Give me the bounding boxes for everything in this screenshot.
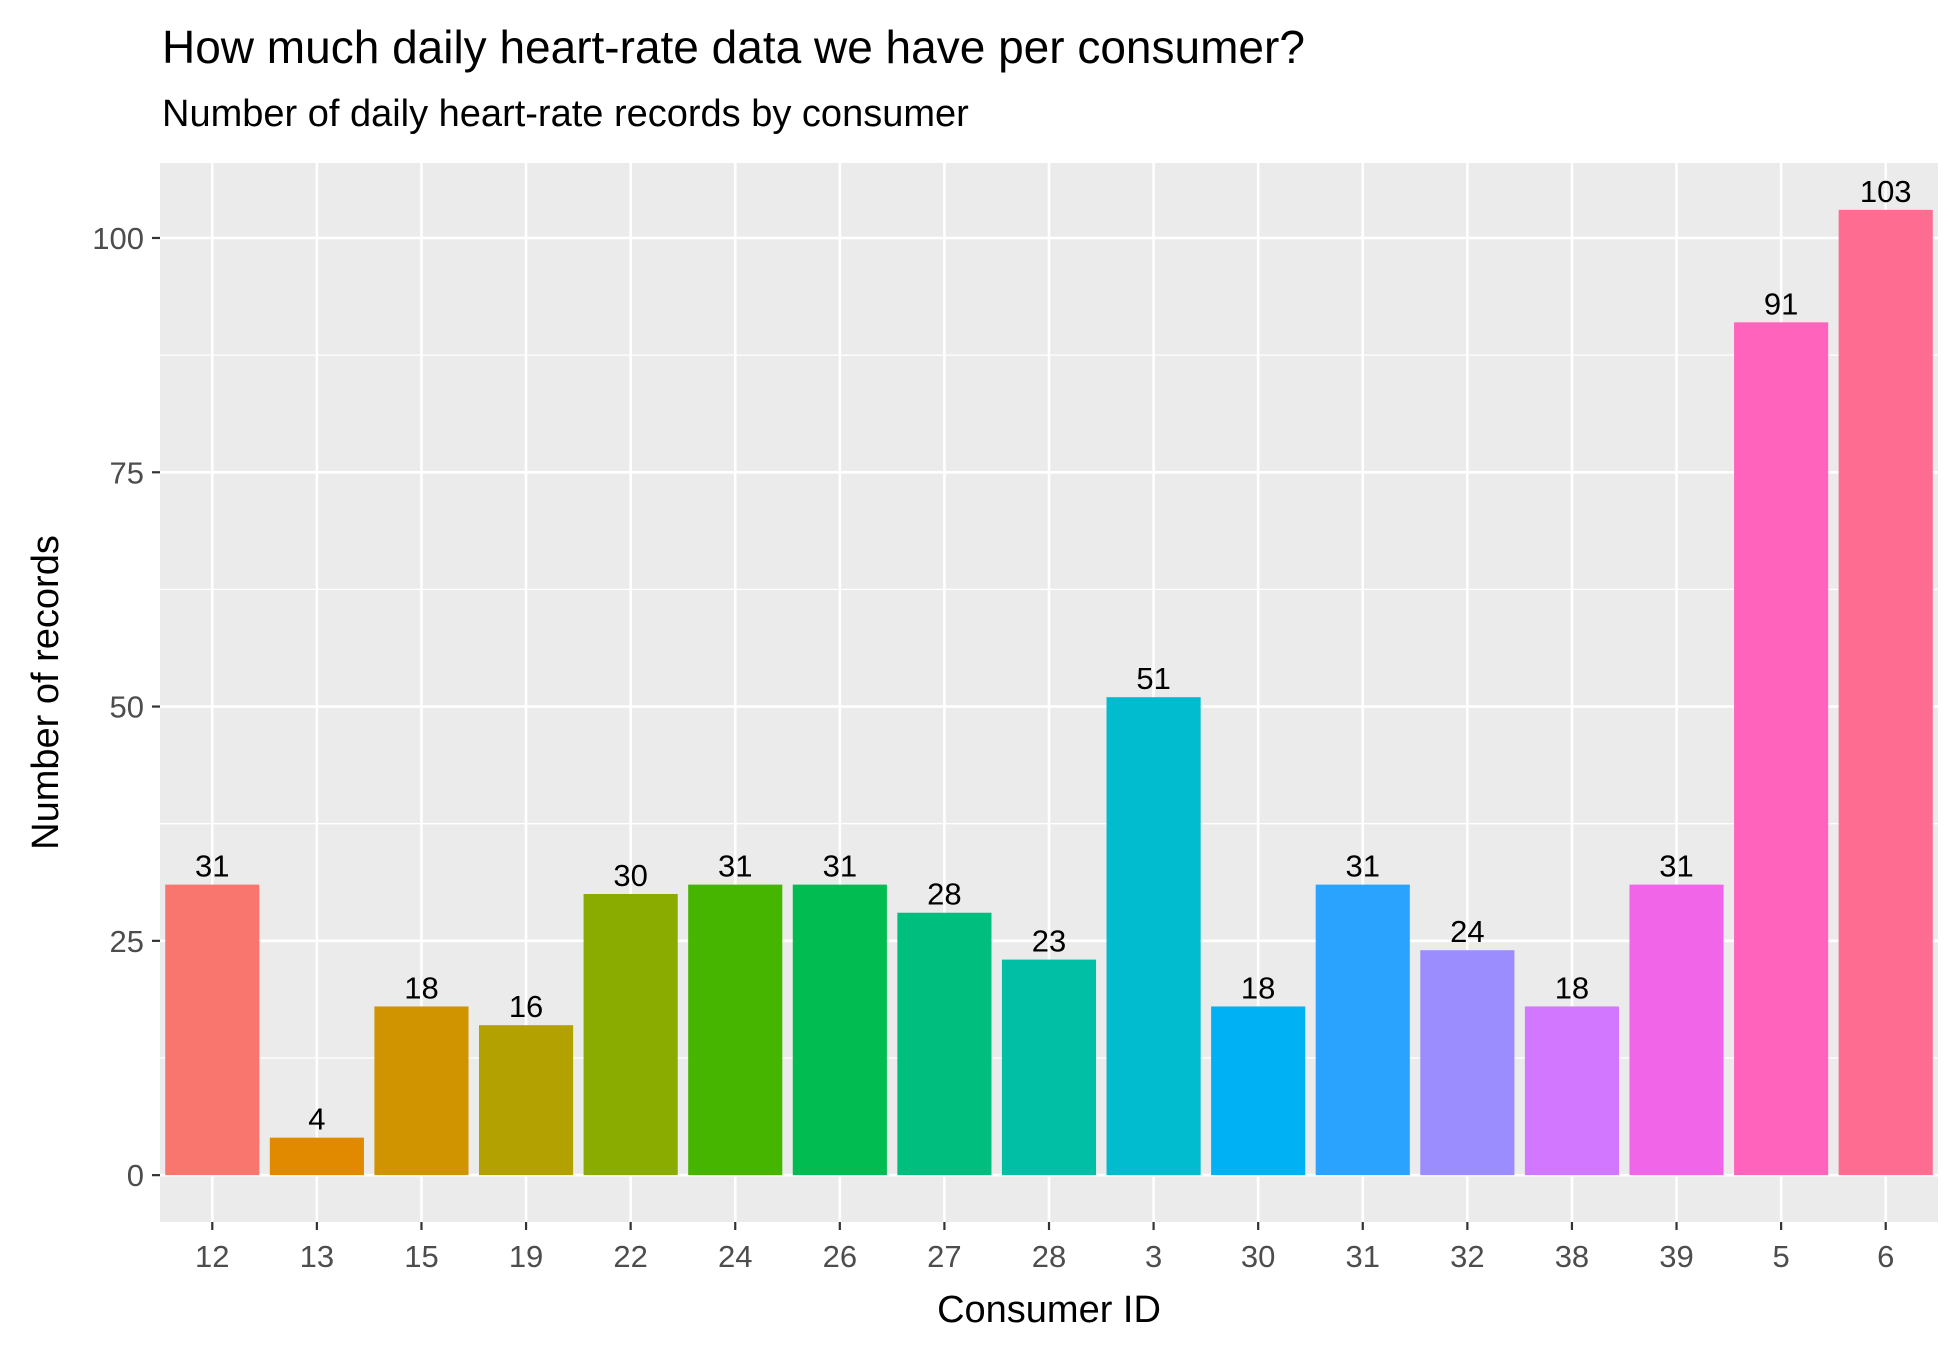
x-tick-label: 30 [1241,1239,1275,1274]
x-tick-label: 6 [1877,1239,1894,1274]
bar [1838,209,1933,1176]
x-tick-label: 38 [1555,1239,1589,1274]
x-tick-label: 39 [1659,1239,1693,1274]
bar-value-label: 30 [613,858,647,893]
bar [478,1025,574,1176]
bar-value-label: 31 [823,849,857,884]
bar-value-label: 31 [1659,849,1693,884]
bar [897,912,992,1176]
y-tick-label: 50 [110,690,144,725]
y-tick-label: 0 [127,1158,144,1193]
bar-value-label: 103 [1860,174,1912,209]
bar-value-label: 18 [404,970,438,1005]
bar-value-label: 23 [1032,924,1066,959]
bar [1001,959,1097,1176]
bar-value-label: 16 [509,989,543,1024]
bar [165,884,260,1176]
bar [269,1137,364,1176]
x-tick-label: 31 [1346,1239,1380,1274]
x-tick-label: 13 [300,1239,334,1274]
y-axis-title: Number of records [25,535,67,850]
bar-value-label: 51 [1136,661,1170,696]
y-tick-label: 75 [110,455,144,490]
bar-value-label: 18 [1555,970,1589,1005]
x-tick-label: 26 [823,1239,857,1274]
x-tick-label: 32 [1450,1239,1484,1274]
bar-value-label: 31 [195,849,229,884]
y-tick-label: 100 [92,221,144,256]
bar [1315,884,1410,1176]
x-tick-label: 15 [404,1239,438,1274]
x-tick-label: 5 [1772,1239,1789,1274]
bar-value-label: 91 [1764,286,1798,321]
bar [688,884,783,1176]
bar [792,884,887,1176]
x-tick-label: 19 [509,1239,543,1274]
x-tick-label: 28 [1032,1239,1066,1274]
bar [1524,1006,1620,1176]
bar [374,1006,469,1176]
bar [583,893,678,1176]
x-tick-label: 24 [718,1239,752,1274]
bar [1420,950,1515,1176]
x-tick-label: 22 [613,1239,647,1274]
y-tick-label: 25 [110,924,144,959]
bar-value-label: 28 [927,877,961,912]
bar [1106,697,1201,1176]
bar-value-label: 31 [718,849,752,884]
x-tick-label: 27 [927,1239,961,1274]
x-tick-label: 12 [195,1239,229,1274]
bar-value-label: 4 [308,1102,325,1137]
chart-subtitle: Number of daily heart-rate records by co… [162,93,969,135]
x-tick-label: 3 [1145,1239,1162,1274]
bar-value-label: 24 [1450,914,1484,949]
bar [1211,1006,1306,1176]
chart-title: How much daily heart-rate data we have p… [162,21,1305,73]
x-axis-title: Consumer ID [937,1289,1161,1331]
bar-value-label: 31 [1346,849,1380,884]
bar [1734,322,1829,1176]
bar-value-label: 18 [1241,970,1275,1005]
bar [1629,884,1724,1176]
